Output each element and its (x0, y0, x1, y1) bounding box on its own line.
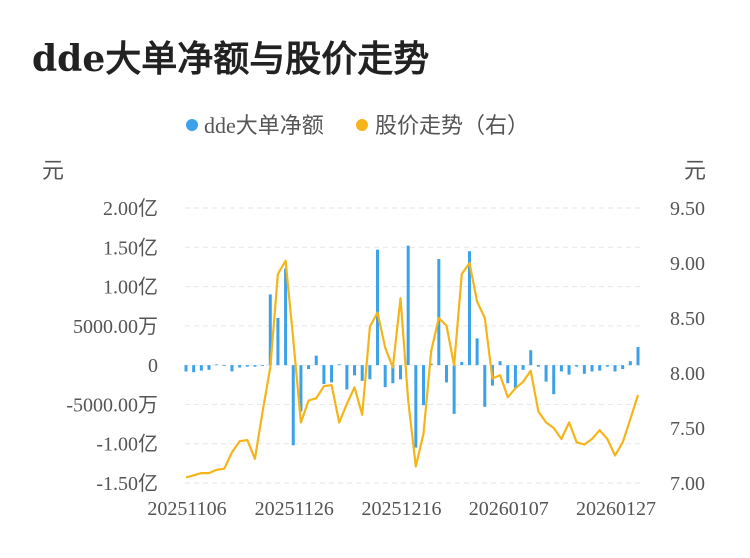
dde-bar (559, 365, 563, 372)
right-tick-label: 8.50 (670, 308, 705, 330)
dde-bar (360, 365, 364, 381)
dde-bar (284, 268, 288, 366)
dde-bar (460, 362, 464, 366)
dde-bar (253, 365, 257, 367)
dde-bar (399, 365, 403, 380)
dde-bar (353, 365, 357, 376)
legend-label: 股价走势（右） (375, 113, 529, 138)
x-tick-label: 20260107 (469, 498, 549, 520)
dde-bar (376, 249, 380, 366)
dde-bar (314, 355, 318, 366)
dde-bar (536, 365, 540, 367)
right-axis-unit: 元 (684, 158, 706, 183)
dde-bar (421, 365, 425, 406)
dde-bar (245, 365, 249, 367)
grid-lines (185, 207, 640, 484)
dde-bar (590, 365, 594, 372)
dde-bar (330, 365, 334, 383)
dde-bar (299, 365, 303, 412)
dde-bar (199, 365, 203, 371)
dde-bar (605, 365, 609, 367)
dde-bar (567, 365, 571, 375)
dde-bar (391, 365, 395, 384)
dde-bar (544, 365, 548, 382)
dde-bar (483, 365, 487, 407)
dde-bar (276, 318, 280, 366)
dde-bar (207, 365, 211, 370)
dde-bar (467, 251, 471, 366)
left-tick-label: 2.00亿 (103, 197, 158, 220)
left-tick-label: 1.00亿 (103, 276, 158, 299)
axes: 2.00亿 1.50亿 1.00亿 5000.00万 0 -5000.00万 -1.00亿 -… (42, 158, 706, 520)
dde-bar (437, 259, 441, 366)
price-line (185, 259, 640, 479)
dde-bar (215, 364, 219, 366)
legend-label: dde大单净额 (204, 113, 324, 138)
right-tick-label: 7.50 (670, 418, 705, 440)
dde-bar (613, 365, 617, 372)
dde-bar (513, 365, 517, 388)
dde-bar (429, 363, 433, 366)
dde-bar (575, 365, 579, 367)
x-tick-label: 20251106 (147, 498, 226, 520)
right-tick-label: 8.00 (670, 363, 705, 385)
bar-series (184, 245, 640, 448)
dde-bar (307, 365, 311, 370)
dde-bar (268, 294, 272, 366)
legend-marker (186, 119, 198, 131)
dde-bar (406, 245, 410, 366)
dde-bar (506, 365, 510, 384)
dde-bar (222, 365, 226, 366)
x-tick-label: 20251216 (362, 498, 442, 520)
x-tick-label: 20251126 (255, 498, 334, 520)
dde-bar (345, 365, 349, 390)
left-axis-unit: 元 (42, 158, 64, 183)
line-series (185, 259, 640, 479)
x-tick-label: 20260127 (576, 498, 656, 520)
right-tick-label: 9.50 (670, 198, 705, 220)
right-tick-label: 9.00 (670, 253, 705, 275)
dde-bar (582, 365, 586, 374)
legend: dde大单净额 股价走势（右） (186, 113, 529, 138)
dde-bar (261, 365, 265, 366)
dde-bar (598, 365, 602, 371)
dde-bar (230, 365, 234, 372)
dde-bar (475, 338, 479, 366)
dde-bar (621, 365, 625, 370)
dde-bar (184, 365, 188, 372)
left-tick-label: -1.50亿 (96, 472, 158, 495)
left-tick-label: 1.50亿 (103, 236, 158, 259)
dde-bar (444, 365, 448, 383)
left-tick-label: -5000.00万 (66, 394, 158, 416)
dde-bar (192, 365, 196, 373)
dde-bar (383, 365, 387, 388)
dde-bar (322, 365, 326, 384)
dde-bar (636, 347, 640, 366)
legend-marker (356, 119, 368, 131)
dde-bar (521, 365, 525, 370)
left-tick-label: -1.00亿 (96, 433, 158, 456)
dde-bar (628, 361, 632, 366)
dde-bar (414, 365, 418, 448)
right-tick-label: 7.00 (670, 473, 705, 495)
chart-title: dde大单净额与股价走势 (32, 38, 430, 80)
dde-bar (238, 365, 242, 368)
dde-bar (529, 350, 533, 366)
dde-bar (498, 361, 502, 366)
left-tick-label: 5000.00万 (73, 316, 158, 338)
dde-bar (552, 365, 556, 395)
dde-bar (337, 364, 341, 366)
dde-bar (368, 365, 372, 380)
dde-bar (291, 365, 295, 446)
left-tick-label: 0 (148, 355, 158, 377)
dde-bar (452, 365, 456, 414)
